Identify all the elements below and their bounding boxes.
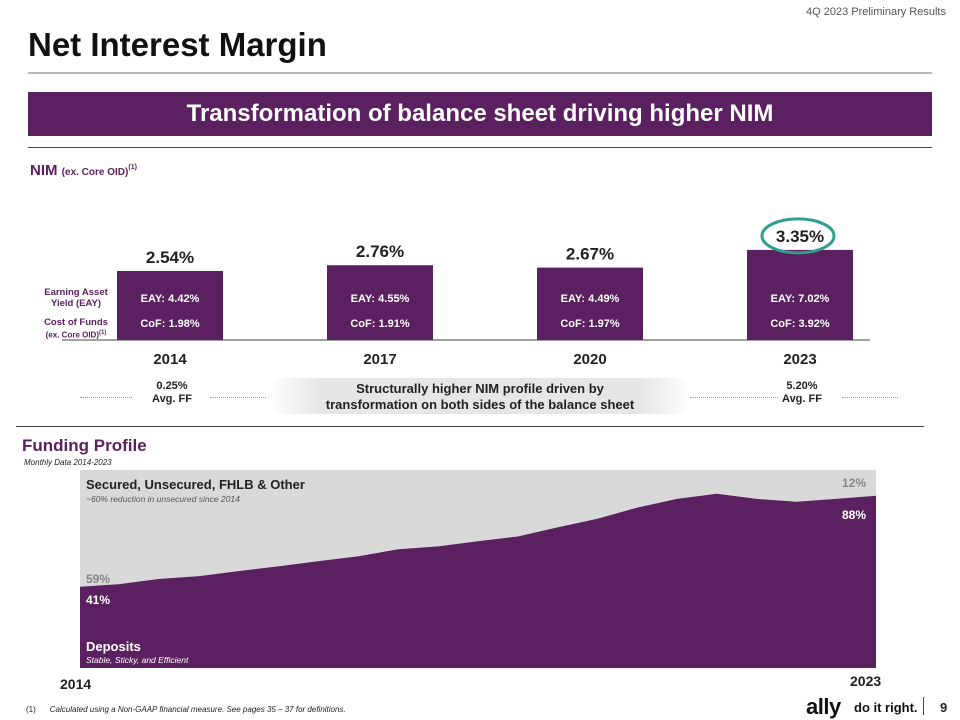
cof-label-2023: CoF: 3.92% [770, 318, 830, 330]
footnote: (1) Calculated using a Non-GAAP financial… [26, 705, 346, 714]
nim-bar-2014 [117, 270, 223, 340]
deposits-start-label: 41% [86, 593, 110, 607]
nim-label-main: NIM [30, 162, 58, 179]
rate-note-right-leader [690, 397, 778, 398]
rate-note-right-trailer [842, 397, 898, 398]
nim-label-qualifier: (ex. Core OID) [61, 167, 129, 178]
rate-note-left-leader [80, 397, 132, 398]
footnote-number: (1) [26, 705, 36, 714]
other-funding-start-label: 59% [86, 572, 110, 586]
rate-note-right-label: Avg. FF [782, 393, 822, 405]
nim-bar-2020 [537, 267, 643, 340]
eay-label-2017: EAY: 4.55% [351, 293, 410, 305]
funding-end-year: 2023 [850, 673, 882, 689]
other-funding-series-note: ~60% reduction in unsecured since 2014 [86, 494, 240, 504]
cof-row-label-qualifier: (ex. Core OID) [45, 330, 99, 340]
other-funding-series-name: Secured, Unsecured, FHLB & Other [86, 477, 305, 492]
funding-profile-title: Funding Profile [22, 436, 147, 455]
logo-divider [923, 697, 924, 715]
eay-label-2023: EAY: 7.02% [771, 293, 830, 305]
structural-nim-callout-line2: transformation on both sides of the bala… [325, 397, 635, 412]
nim-bar-2017 [327, 265, 433, 340]
page-number: 9 [940, 700, 948, 715]
nim-year-label-2017: 2017 [363, 351, 396, 368]
other-funding-end-label: 12% [842, 476, 866, 490]
deposits-area [80, 493, 876, 668]
rate-note-left: 0.25% Avg. FF [122, 380, 222, 406]
deposits-series-note: Stable, Sticky, and Efficient [86, 655, 189, 665]
nim-year-label-2020: 2020 [573, 351, 606, 368]
headline-banner: Transformation of balance sheet driving … [28, 92, 932, 136]
nim-section-label: NIM (ex. Core OID)(1) [30, 162, 137, 179]
cof-label-2017: CoF: 1.91% [350, 318, 410, 330]
rate-note-left-label: Avg. FF [152, 393, 192, 405]
nim-year-label-2023: 2023 [783, 351, 816, 368]
nim-label-footnote-ref: (1) [128, 164, 137, 171]
title-divider [28, 72, 932, 74]
eay-row-label-line2: Yield (EAY) [51, 298, 101, 309]
nim-value-label-2014: 2.54% [146, 248, 194, 267]
eay-label-2020: EAY: 4.49% [561, 293, 620, 305]
rate-note-left-value: 0.25% [156, 380, 188, 392]
funding-area-chart: Secured, Unsecured, FHLB & Other ~60% red… [80, 470, 876, 668]
nim-highlight-circle [760, 217, 836, 255]
cof-row-label-line1: Cost of Funds [44, 317, 108, 328]
structural-nim-callout: Structurally higher NIM profile driven b… [270, 378, 690, 414]
page-title: Net Interest Margin [28, 26, 327, 63]
cof-label-2020: CoF: 1.97% [560, 318, 620, 330]
rate-note-right: 5.20% Avg. FF [752, 380, 852, 406]
nim-value-label-2017: 2.76% [356, 242, 404, 261]
nim-bar-chart: 2.54% EAY: 4.42% CoF: 1.98% 2014 2.76% EAY: 4… [62, 217, 870, 368]
ally-logo: ally [806, 694, 841, 719]
rate-note-right-value: 5.20% [786, 380, 818, 392]
nim-value-label-2023: 3.35% [776, 227, 824, 246]
eay-row-label-line1: Earning Asset [44, 287, 108, 298]
section-divider [16, 426, 924, 427]
eay-label-2014: EAY: 4.42% [141, 293, 200, 305]
funding-start-year: 2014 [60, 676, 92, 692]
brand-tagline: do it right. [854, 700, 918, 715]
cof-row-label: Cost of Funds (ex. Core OID)(1) [26, 317, 126, 341]
cof-row-label-footnote-ref: (1) [99, 330, 107, 336]
eay-row-label: Earning Asset Yield (EAY) [26, 287, 126, 309]
structural-nim-callout-line1: Structurally higher NIM profile driven b… [356, 381, 604, 396]
cof-label-2014: CoF: 1.98% [140, 318, 200, 330]
cof-row-label-line2: (ex. Core OID)(1) [26, 328, 126, 341]
deposits-series-name: Deposits [86, 639, 141, 654]
nim-bar-2023 [747, 249, 853, 340]
rate-note-left-trailer [210, 397, 266, 398]
banner-divider [28, 147, 932, 148]
footnote-text: Calculated using a Non-GAAP financial me… [49, 705, 346, 714]
nim-year-label-2014: 2014 [153, 351, 187, 368]
deposits-end-label: 88% [842, 508, 866, 522]
report-period-label: 4Q 2023 Preliminary Results [805, 6, 946, 18]
funding-profile-subtitle: Monthly Data 2014-2023 [24, 458, 112, 467]
nim-value-label-2020: 2.67% [566, 245, 614, 264]
